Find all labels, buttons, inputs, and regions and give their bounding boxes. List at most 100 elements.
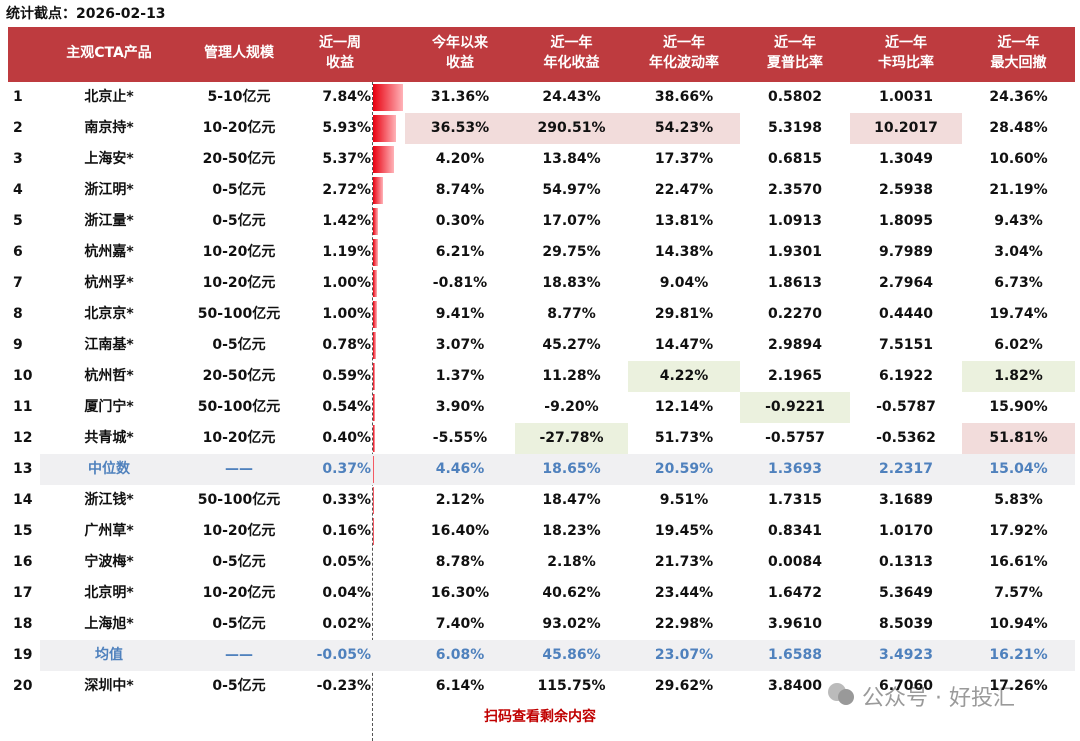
cell: 10-20亿元 <box>202 585 276 601</box>
cell: 均值 <box>95 647 123 663</box>
watermark: 公众号 · 好投汇 <box>862 686 1015 711</box>
cell: 0.30% <box>435 213 485 229</box>
cell: 13.81% <box>654 213 714 229</box>
cell: 厦门宁* <box>84 399 134 415</box>
week-bar <box>373 270 377 297</box>
cell: 上海旭* <box>84 616 134 632</box>
header-line: 近一年 <box>663 35 705 51</box>
cell: 8.5039 <box>878 616 934 632</box>
cell: 6.08% <box>435 647 485 663</box>
week-bar <box>373 115 396 142</box>
cell: 2.1965 <box>767 368 823 384</box>
header-band <box>8 27 1075 82</box>
cell: 51.81% <box>989 430 1048 446</box>
column-header: 近一年 卡玛比率 <box>850 33 962 73</box>
cell: 5.3649 <box>878 585 934 601</box>
header-line: 近一年 <box>774 35 816 51</box>
week-bar <box>373 146 394 173</box>
header-line: 近一周 <box>319 35 361 51</box>
cell: 共青城* <box>84 430 134 446</box>
highlight <box>628 361 740 392</box>
cell: 0.4440 <box>878 306 934 322</box>
cell: 1.6472 <box>767 585 823 601</box>
cell: 24.36% <box>989 89 1048 105</box>
cell: 12.14% <box>654 399 714 415</box>
cell: 54.97% <box>542 182 601 198</box>
cell: 2.72% <box>322 182 371 198</box>
cell: -0.5757 <box>765 430 825 446</box>
highlight <box>850 113 962 144</box>
row-index: 14 <box>13 492 33 508</box>
cell: 0-5亿元 <box>212 182 266 198</box>
highlight <box>962 361 1075 392</box>
cell: 杭州孚* <box>84 275 134 291</box>
header-line: 收益 <box>446 55 474 71</box>
column-header: 主观CTA产品 <box>40 43 178 63</box>
cell: 中位数 <box>88 461 130 477</box>
cell: 1.0170 <box>878 523 934 539</box>
cell: 1.3693 <box>767 461 823 477</box>
cell: 10.2017 <box>874 120 938 136</box>
cell: 2.12% <box>435 492 485 508</box>
cell: 20.59% <box>654 461 714 477</box>
cell: 23.44% <box>654 585 714 601</box>
cell: 17.92% <box>989 523 1048 539</box>
cell: 17.37% <box>654 151 714 167</box>
cell: -0.9221 <box>765 399 825 415</box>
cell: 0.0084 <box>767 554 823 570</box>
cell: 15.90% <box>989 399 1048 415</box>
cell: 8.74% <box>435 182 485 198</box>
cell: 上海安* <box>84 151 134 167</box>
cell: 1.9301 <box>767 244 823 260</box>
cell: 0.6815 <box>767 151 823 167</box>
week-bar <box>373 208 379 235</box>
cell: 1.42% <box>322 213 371 229</box>
row-index: 11 <box>13 399 33 415</box>
cell: 29.62% <box>654 678 714 694</box>
cell: —— <box>225 461 253 477</box>
highlight <box>740 392 850 423</box>
cell: 江南基* <box>84 337 134 353</box>
week-bar <box>373 239 378 266</box>
cell: 51.73% <box>654 430 714 446</box>
cell: 1.6588 <box>767 647 823 663</box>
summary-row-bg <box>40 640 1075 671</box>
cell: 18.83% <box>542 275 601 291</box>
row-index: 20 <box>13 678 33 694</box>
row-index: 3 <box>13 151 23 167</box>
cell: 10-20亿元 <box>202 430 276 446</box>
cell: 1.82% <box>994 368 1043 384</box>
row-index: 7 <box>13 275 23 291</box>
header-line: 年化收益 <box>543 55 600 71</box>
cell: 浙江量* <box>84 213 134 229</box>
cell: 南京持* <box>84 120 134 136</box>
cell: 深圳中* <box>84 678 134 694</box>
cell: 1.8613 <box>767 275 823 291</box>
week-bar <box>373 425 375 452</box>
week-bar <box>373 456 375 483</box>
cell: 19.74% <box>989 306 1048 322</box>
row-index: 18 <box>13 616 33 632</box>
cell: 5.93% <box>322 120 371 136</box>
cell: -0.05% <box>316 647 371 663</box>
row-index: 4 <box>13 182 23 198</box>
summary-row-bg <box>40 454 1075 485</box>
cell: 0-5亿元 <box>212 678 266 694</box>
row-index: 16 <box>13 554 33 570</box>
header-line: 今年以来 <box>432 35 488 51</box>
cell: 杭州哲* <box>84 368 134 384</box>
row-index: 8 <box>13 306 23 322</box>
cell: 10.60% <box>989 151 1048 167</box>
cell: 115.75% <box>537 678 606 694</box>
cell: 3.9610 <box>767 616 823 632</box>
header-line: 最大回撤 <box>990 55 1047 71</box>
cell: 14.47% <box>654 337 714 353</box>
cell: -0.5362 <box>876 430 936 446</box>
cell: 浙江钱* <box>84 492 134 508</box>
cell: 3.07% <box>435 337 485 353</box>
cell: 4.20% <box>435 151 485 167</box>
cell: 50-100亿元 <box>197 492 281 508</box>
highlight <box>628 113 740 144</box>
cell: 10-20亿元 <box>202 244 276 260</box>
highlight <box>515 423 628 454</box>
